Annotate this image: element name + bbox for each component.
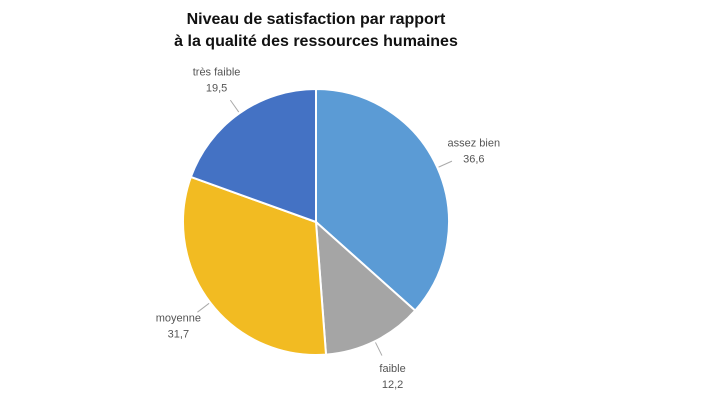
- leader-line: [229, 99, 240, 113]
- slice-label: assez bien: [448, 137, 501, 149]
- chart-title: Niveau de satisfaction par rapport: [187, 11, 446, 28]
- pie-slice: [314, 219, 417, 356]
- slice-value: 31,7: [168, 329, 189, 341]
- pie-slice: [189, 87, 317, 224]
- leader-line: [375, 342, 383, 356]
- pie-slice: [182, 175, 328, 356]
- chart-title: à la qualité des ressources humaines: [174, 33, 458, 50]
- slice-value: 36,6: [463, 153, 484, 165]
- slice-label: très faible: [193, 66, 241, 78]
- slice-value: 19,5: [206, 82, 227, 94]
- slice-value: 12,2: [382, 379, 403, 391]
- slice-label: faible: [379, 363, 405, 375]
- leader-line: [438, 160, 453, 168]
- pie-slice: [315, 87, 450, 312]
- leader-line: [197, 302, 210, 313]
- slice-label: moyenne: [156, 313, 201, 325]
